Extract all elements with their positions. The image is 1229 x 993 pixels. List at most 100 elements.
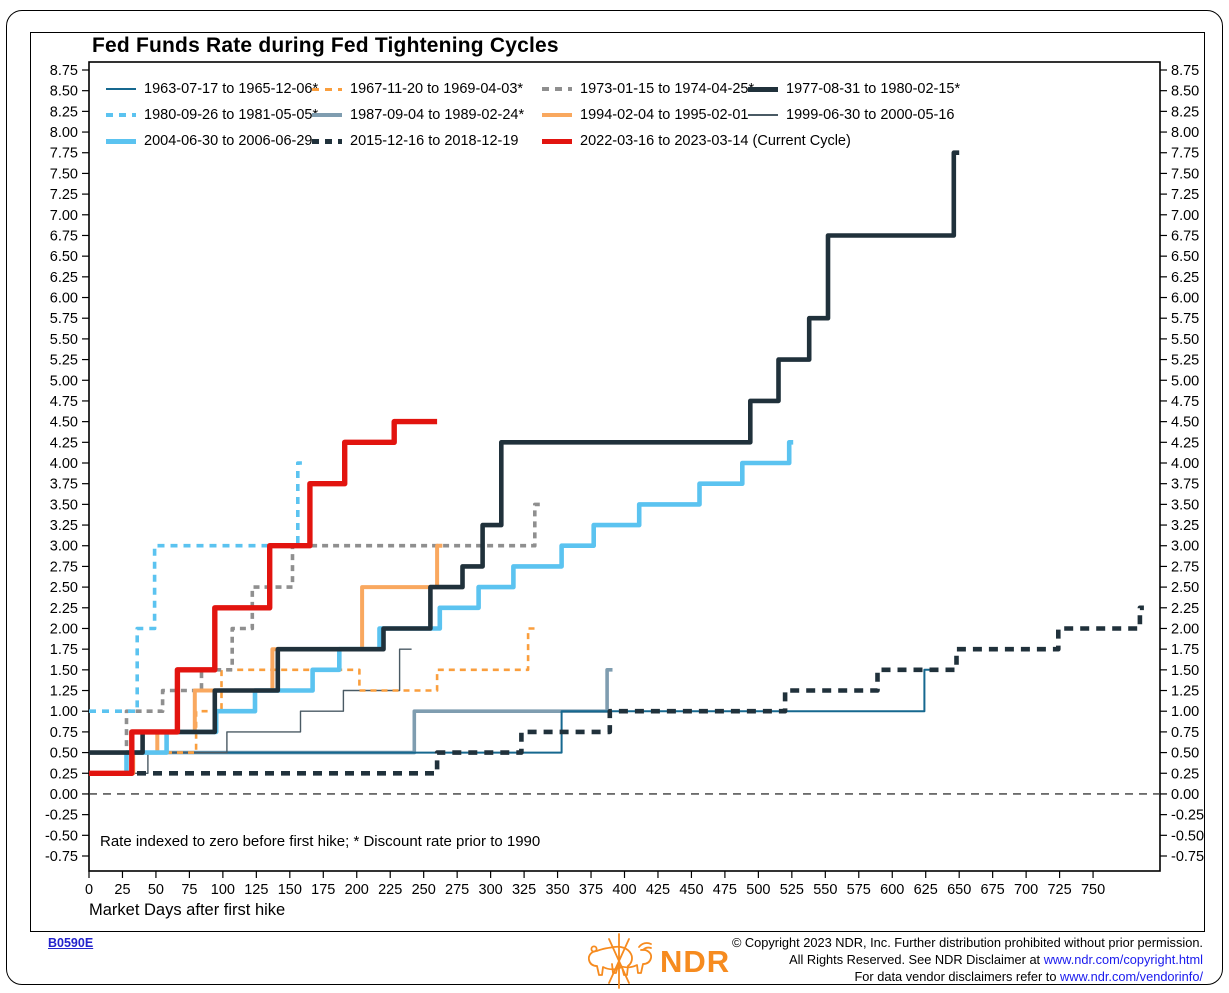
y-tick-label-left: 0.25 <box>50 766 78 782</box>
y-tick-label-left: -0.25 <box>45 808 78 824</box>
y-tick-label-right: 1.50 <box>1171 663 1199 679</box>
y-tick-label-right: 0.50 <box>1171 746 1199 762</box>
x-tick-label: 375 <box>579 882 603 898</box>
plot-frame <box>88 61 1161 872</box>
x-tick-label: 350 <box>545 882 569 898</box>
y-tick-label-left: 3.00 <box>50 539 78 555</box>
x-tick-label: 650 <box>947 882 971 898</box>
x-tick-label: 0 <box>85 882 93 898</box>
y-tick-label-left: 8.75 <box>50 63 78 79</box>
y-tick-label-right: 8.75 <box>1171 63 1199 79</box>
y-axis-ticks: 8.75 8.75 8.50 8.50 8.25 8.25 8.00 8.00 7.75 7.75… <box>45 63 1204 865</box>
x-tick-label: 600 <box>880 882 904 898</box>
copyright-block: © Copyright 2023 NDR, Inc. Further distr… <box>643 934 1203 985</box>
x-tick-label: 750 <box>1081 882 1105 898</box>
series-1999 <box>89 648 412 774</box>
copyright-line3: For data vendor disclaimers refer to www… <box>854 969 1203 984</box>
x-tick-label: 275 <box>445 882 469 898</box>
y-tick-label-left: 5.50 <box>50 332 78 348</box>
chart-id-link[interactable]: B0590E <box>48 936 94 950</box>
x-tick-label: 250 <box>412 882 436 898</box>
x-tick-label: 450 <box>679 882 703 898</box>
y-tick-label-right: 0.00 <box>1171 787 1199 803</box>
y-tick-label-left: 4.25 <box>50 435 78 451</box>
y-tick-label-right: 2.75 <box>1171 559 1199 575</box>
page-title: Fed Funds Rate during Fed Tightening Cyc… <box>92 34 559 57</box>
y-tick-label-left: 1.50 <box>50 663 78 679</box>
x-tick-label: 525 <box>780 882 804 898</box>
y-tick-label-left: 6.50 <box>50 249 78 265</box>
y-tick-label-left: 3.50 <box>50 497 78 513</box>
x-axis-title: Market Days after first hike <box>89 901 286 919</box>
y-tick-label-left: 1.25 <box>50 684 78 700</box>
y-tick-label-left: 5.00 <box>50 373 78 389</box>
x-tick-label: 725 <box>1047 882 1071 898</box>
x-tick-label: 50 <box>148 882 164 898</box>
y-tick-label-right: 4.00 <box>1171 456 1199 472</box>
y-tick-label-right: -0.75 <box>1171 849 1204 865</box>
series-2022 <box>89 418 438 776</box>
y-tick-label-right: 3.00 <box>1171 539 1199 555</box>
y-tick-label-right: 5.75 <box>1171 311 1199 327</box>
ndr-bear-bull-logo-icon <box>587 933 653 989</box>
copyright-line1: © Copyright 2023 NDR, Inc. Further distr… <box>731 935 1203 950</box>
y-tick-label-left: 8.25 <box>50 104 78 120</box>
x-tick-label: 700 <box>1014 882 1038 898</box>
series-1973 <box>89 502 541 755</box>
x-tick-label: 25 <box>114 882 130 898</box>
y-tick-label-left: 0.75 <box>50 725 78 741</box>
y-tick-label-left: -0.50 <box>45 828 78 844</box>
x-tick-label: 75 <box>181 882 197 898</box>
y-tick-label-right: 8.50 <box>1171 84 1199 100</box>
x-tick-label: 675 <box>981 882 1005 898</box>
y-tick-label-left: 8.50 <box>50 84 78 100</box>
y-tick-label-right: 5.25 <box>1171 353 1199 369</box>
y-tick-label-right: 7.75 <box>1171 146 1199 162</box>
y-tick-label-left: 4.00 <box>50 456 78 472</box>
series-1977 <box>89 150 960 755</box>
y-tick-label-right: 7.00 <box>1171 208 1199 224</box>
y-tick-label-right: 6.00 <box>1171 291 1199 307</box>
y-tick-label-left: 7.00 <box>50 208 78 224</box>
copyright-line2: All Rights Reserved. See NDR Disclaimer … <box>789 952 1203 967</box>
y-tick-label-right: 5.00 <box>1171 373 1199 389</box>
y-tick-label-right: 1.25 <box>1171 684 1199 700</box>
x-tick-label: 500 <box>746 882 770 898</box>
y-tick-label-right: 2.25 <box>1171 601 1199 617</box>
vendorinfo-link[interactable]: www.ndr.com/vendorinfo/ <box>1060 969 1203 984</box>
series-1963 <box>89 668 933 754</box>
y-tick-label-left: 4.50 <box>50 415 78 431</box>
x-tick-label: 300 <box>479 882 503 898</box>
y-tick-label-left: 3.75 <box>50 477 78 493</box>
y-tick-label-right: 4.25 <box>1171 435 1199 451</box>
y-tick-label-left: 2.25 <box>50 601 78 617</box>
y-tick-label-right: 3.25 <box>1171 518 1199 534</box>
x-tick-label: 100 <box>211 882 235 898</box>
series-1980 <box>89 461 302 713</box>
y-tick-label-right: 0.25 <box>1171 766 1199 782</box>
y-tick-label-right: 7.25 <box>1171 187 1199 203</box>
y-tick-label-right: -0.25 <box>1171 808 1204 824</box>
y-tick-label-left: 0.50 <box>50 746 78 762</box>
y-tick-label-left: 8.00 <box>50 125 78 141</box>
x-tick-label: 175 <box>311 882 335 898</box>
y-tick-label-right: 2.00 <box>1171 621 1199 637</box>
y-tick-label-left: 6.25 <box>50 270 78 286</box>
y-tick-label-right: 7.50 <box>1171 166 1199 182</box>
copyright-link[interactable]: www.ndr.com/copyright.html <box>1043 952 1203 967</box>
x-tick-label: 575 <box>847 882 871 898</box>
x-tick-label: 400 <box>612 882 636 898</box>
y-tick-label-right: 8.00 <box>1171 125 1199 141</box>
y-tick-label-left: 2.00 <box>50 621 78 637</box>
y-tick-label-left: 7.50 <box>50 166 78 182</box>
y-tick-label-left: 2.50 <box>50 580 78 596</box>
y-tick-label-right: 0.75 <box>1171 725 1199 741</box>
y-tick-label-left: 4.75 <box>50 394 78 410</box>
page-border <box>6 10 1223 985</box>
series-2015 <box>89 605 1144 776</box>
x-tick-label: 325 <box>512 882 536 898</box>
y-tick-label-right: 6.50 <box>1171 249 1199 265</box>
y-tick-label-left: 5.75 <box>50 311 78 327</box>
